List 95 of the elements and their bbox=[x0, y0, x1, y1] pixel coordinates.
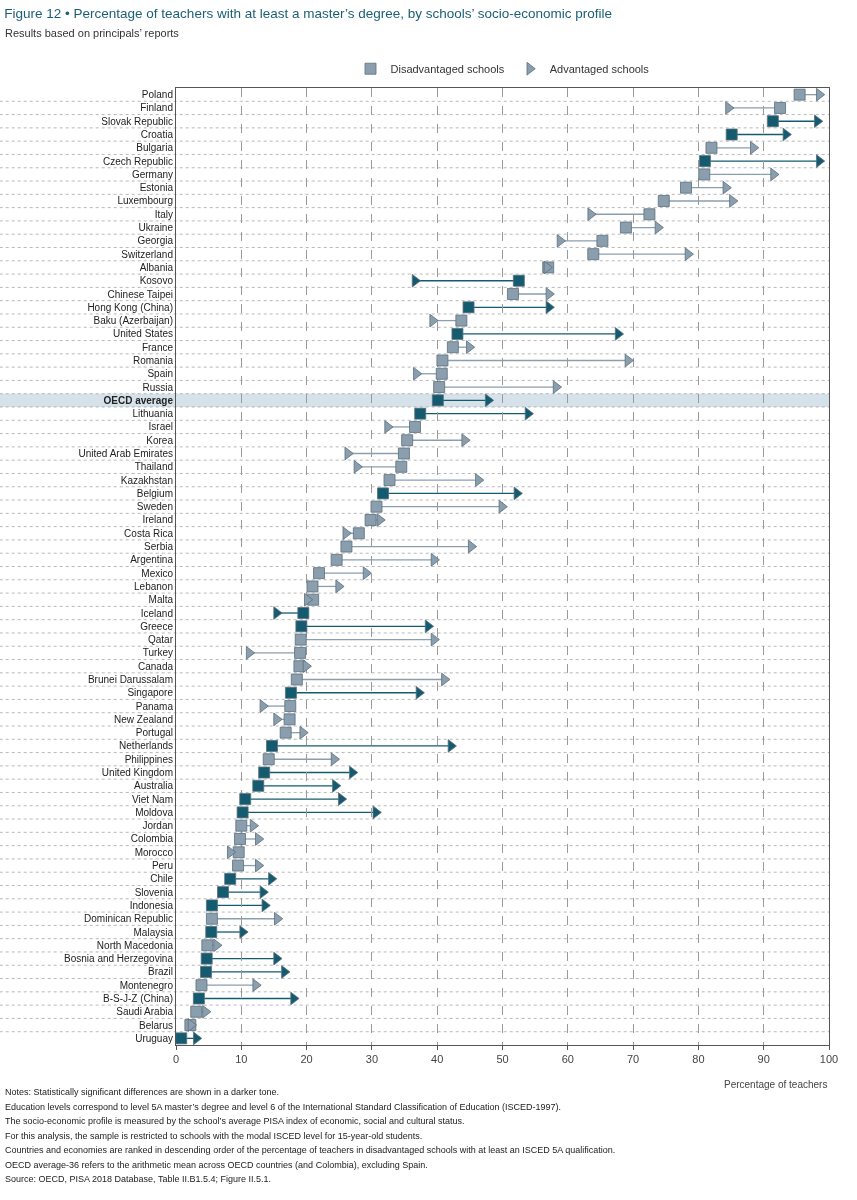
y-tick-label: Hong Kong (China) bbox=[87, 301, 173, 313]
y-tick-label: Saudi Arabia bbox=[116, 1006, 174, 1018]
y-tick-label: Poland bbox=[141, 89, 173, 101]
y-tick-label: Peru bbox=[151, 860, 173, 872]
chart-title: Figure 12 • Percentage of teachers with at least a master’s degree, by schools’ socio-economic profile bbox=[4, 5, 613, 21]
y-tick-label: New Zealand bbox=[114, 713, 173, 725]
y-tick-label: Switzerland bbox=[121, 248, 173, 260]
y-tick-label: Mexico bbox=[141, 567, 174, 579]
x-tick-label: 50 bbox=[496, 1053, 509, 1066]
y-tick-label: Netherlands bbox=[119, 740, 173, 752]
y-tick-label: Montenegro bbox=[119, 979, 174, 991]
text: For this analysis, the sample is restricted to schools with the modal ISCED level for 15-year-old students. bbox=[5, 1131, 423, 1141]
y-tick-label: Lebanon bbox=[134, 580, 173, 592]
y-tick-label: Bulgaria bbox=[136, 142, 174, 154]
y-tick-label: Iceland bbox=[140, 607, 173, 619]
y-tick-label: Turkey bbox=[142, 647, 173, 659]
y-tick-label: North Macedonia bbox=[96, 939, 174, 951]
y-tick-label: Ukraine bbox=[138, 222, 174, 234]
text: Notes: Statistically significant differences are shown in a darker tone. bbox=[5, 1087, 279, 1097]
y-tick-label: Chile bbox=[150, 873, 174, 885]
x-tick-label: 30 bbox=[365, 1053, 379, 1066]
y-tick-label: Malta bbox=[148, 594, 174, 606]
y-tick-label: Indonesia bbox=[129, 899, 174, 911]
y-tick-label: Australia bbox=[134, 780, 174, 792]
text: Countries and economies are ranked in descending order of the percentage of teachers in disadvantaged schools with at least an ISCED 5A qualification. bbox=[5, 1145, 616, 1155]
y-tick-label: Belgium bbox=[136, 487, 173, 499]
y-tick-label: Morocco bbox=[134, 846, 174, 858]
y-tick-label: Italy bbox=[154, 208, 173, 220]
y-tick-label: Malaysia bbox=[133, 926, 174, 938]
text: The socio-economic profile is measured by the school’s average PISA index of economic, social and cultural status. bbox=[5, 1116, 465, 1126]
source-note: Source: OECD, PISA 2018 Database, Table II.B1.5.4; Figure II.5.1. bbox=[5, 1174, 271, 1184]
y-tick-label: Albania bbox=[139, 261, 174, 273]
y-tick-label: United Kingdom bbox=[101, 767, 173, 779]
y-tick-label: B-S-J-Z (China) bbox=[102, 992, 173, 1004]
x-axis-title: Percentage of teachers bbox=[724, 1079, 828, 1090]
y-tick-label: Portugal bbox=[135, 727, 173, 739]
y-tick-label: Panama bbox=[135, 700, 174, 712]
y-tick-label: Georgia bbox=[137, 235, 174, 247]
y-tick-label: Slovenia bbox=[134, 886, 174, 898]
y-tick-label: Greece bbox=[140, 620, 174, 632]
y-tick-label: Russia bbox=[142, 381, 174, 393]
y-tick-label: Lithuania bbox=[132, 408, 174, 420]
y-tick-label: Singapore bbox=[127, 687, 174, 699]
y-tick-label: Uruguay bbox=[135, 1032, 173, 1044]
x-tick-label: 10 bbox=[235, 1053, 248, 1066]
y-tick-label: United Arab Emirates bbox=[78, 448, 173, 460]
x-tick-label: 0 bbox=[172, 1053, 180, 1066]
y-tick-label: Brazil bbox=[147, 966, 173, 978]
y-tick-label: Croatia bbox=[140, 129, 174, 141]
text: Education levels correspond to level 5A master’s degree and level 6 of the International Standard Classification of Education (ISCED-1997). bbox=[5, 1102, 561, 1112]
y-tick-label: Kosovo bbox=[139, 275, 174, 287]
x-tick-label: 60 bbox=[561, 1053, 574, 1066]
y-tick-label: United States bbox=[112, 328, 173, 340]
chart-subtitle: Results based on principals’ reports bbox=[5, 27, 180, 39]
y-tick-label: Romania bbox=[132, 354, 174, 366]
y-tick-label: Slovak Republic bbox=[101, 115, 173, 127]
y-tick-label: Thailand bbox=[134, 461, 173, 473]
x-tick-label: 70 bbox=[626, 1053, 640, 1066]
x-tick-label: 80 bbox=[692, 1053, 705, 1066]
legend-label: Disadvantaged schools bbox=[390, 63, 505, 76]
y-tick-label: Colombia bbox=[130, 833, 174, 845]
y-tick-label: Korea bbox=[146, 434, 174, 446]
y-tick-label: Serbia bbox=[144, 541, 174, 553]
y-tick-label: Jordan bbox=[142, 820, 173, 832]
y-tick-label: Ireland bbox=[142, 514, 173, 526]
y-tick-label: Luxembourg bbox=[117, 195, 173, 207]
y-tick-label: OECD average bbox=[103, 394, 174, 406]
y-tick-label: Costa Rica bbox=[124, 527, 174, 539]
y-tick-label: Baku (Azerbaijan) bbox=[93, 315, 173, 327]
y-tick-label: Czech Republic bbox=[102, 155, 173, 167]
x-tick-label: 90 bbox=[757, 1053, 770, 1066]
y-tick-label: Finland bbox=[140, 102, 173, 114]
x-tick-label: 100 bbox=[819, 1053, 839, 1066]
y-tick-label: Viet Nam bbox=[132, 793, 173, 805]
y-tick-label: Spain bbox=[147, 368, 173, 380]
x-tick-label: 40 bbox=[431, 1053, 444, 1066]
y-tick-label: Germany bbox=[131, 168, 173, 180]
y-tick-label: Brunei Darussalam bbox=[87, 673, 173, 685]
y-tick-label: Dominican Republic bbox=[84, 913, 173, 925]
y-tick-label: Chinese Taipei bbox=[107, 288, 173, 300]
y-tick-label: Moldova bbox=[135, 806, 174, 818]
x-tick-label: 20 bbox=[300, 1053, 313, 1066]
y-tick-label: France bbox=[141, 341, 174, 353]
y-tick-label: Argentina bbox=[130, 554, 174, 566]
y-tick-label: Estonia bbox=[139, 182, 174, 194]
y-tick-label: Kazakhstan bbox=[120, 474, 173, 486]
y-tick-label: Canada bbox=[137, 660, 174, 672]
y-tick-label: Philippines bbox=[124, 753, 173, 765]
y-tick-label: Bosnia and Herzegovina bbox=[64, 953, 174, 965]
y-tick-label: Qatar bbox=[147, 634, 174, 646]
y-tick-label: Israel bbox=[148, 421, 173, 433]
legend-label: Advantaged schools bbox=[549, 63, 650, 76]
y-tick-label: Sweden bbox=[136, 501, 173, 513]
y-tick-label: Belarus bbox=[139, 1019, 173, 1031]
text: OECD average-36 refers to the arithmetic mean across OECD countries (and Colombia), excluding Spain. bbox=[5, 1160, 428, 1170]
